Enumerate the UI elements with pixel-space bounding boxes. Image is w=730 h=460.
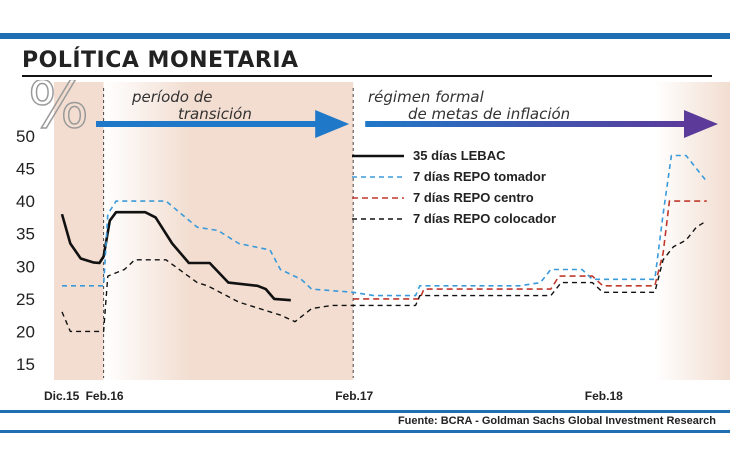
shaded-regions (54, 82, 730, 380)
series-line (61, 220, 708, 333)
series-line (60, 210, 291, 302)
page-rule (0, 430, 730, 433)
y-tick-label: 20 (16, 322, 35, 341)
period-arrow (365, 110, 718, 138)
percent-watermark: % (28, 80, 89, 143)
x-tick-label: Dic.15 (44, 389, 80, 403)
period-arrow (96, 110, 350, 138)
legend-label: 7 días REPO tomador (413, 169, 546, 184)
period-label: transición (178, 105, 252, 123)
y-tick-label: 30 (16, 257, 35, 276)
shaded-region (103, 82, 354, 380)
y-tick-label: 40 (16, 192, 35, 211)
y-tick-label: 45 (16, 160, 35, 179)
arrow-head (684, 110, 718, 138)
legend-label: 35 días LEBAC (413, 148, 506, 163)
y-axis: 50 45 40 35 30 25 20 15 (16, 127, 35, 374)
series-lines (60, 154, 708, 333)
x-tick-label: Feb.16 (86, 389, 124, 403)
chart-title: POLÍTICA MONETARIA (22, 48, 299, 73)
top-rule (0, 33, 730, 39)
shaded-region (54, 82, 104, 380)
y-tick-label: 15 (16, 355, 35, 374)
series-line (353, 200, 707, 300)
period-label: régimen formal (368, 88, 485, 106)
y-tick-label: 25 (16, 290, 35, 309)
y-tick-label: 35 (16, 225, 35, 244)
series-line (62, 154, 708, 297)
period-label: de metas de inflación (408, 105, 570, 123)
bottom-rule (0, 410, 730, 413)
title-underline (22, 75, 712, 77)
source-note: Fuente: BCRA - Goldman Sachs Global Inve… (397, 415, 716, 427)
y-tick-label: 50 (16, 127, 35, 146)
arrow-head (315, 110, 350, 138)
arrow-shaft (365, 121, 688, 127)
legend-label: 7 días REPO colocador (413, 211, 556, 226)
x-tick-label: Feb.17 (335, 389, 373, 403)
period-label: período de (131, 88, 212, 106)
arrow-shaft (96, 121, 320, 127)
legend-label: 7 días REPO centro (413, 190, 534, 205)
legend: 35 días LEBAC 7 días REPO tomador 7 días R… (352, 148, 556, 226)
x-tick-label: Feb.18 (585, 389, 623, 403)
x-axis: Dic.15 Feb.16 Feb.17 Feb.18 (44, 389, 623, 403)
